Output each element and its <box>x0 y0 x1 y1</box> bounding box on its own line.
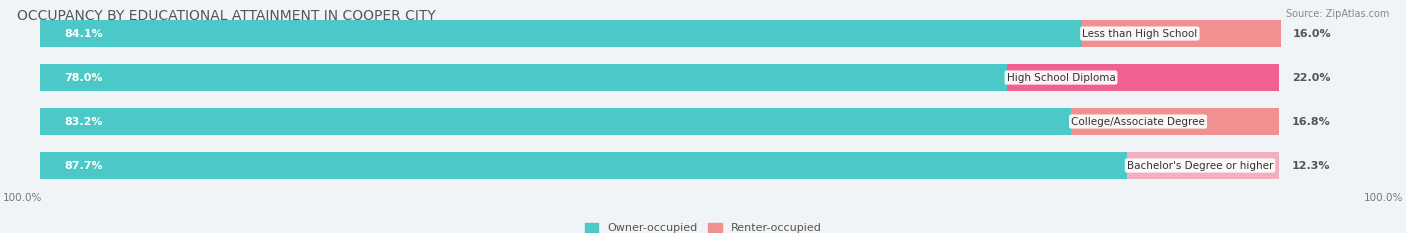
Text: 78.0%: 78.0% <box>65 72 103 82</box>
Bar <box>39 108 1279 135</box>
Text: 100.0%: 100.0% <box>1364 193 1403 203</box>
Bar <box>1083 20 1281 47</box>
Bar <box>39 64 1007 91</box>
Text: 22.0%: 22.0% <box>1292 72 1330 82</box>
Text: 100.0%: 100.0% <box>3 193 42 203</box>
Text: 12.3%: 12.3% <box>1292 161 1330 171</box>
Text: Less than High School: Less than High School <box>1083 29 1198 39</box>
Bar <box>39 152 1279 179</box>
Text: 16.8%: 16.8% <box>1292 116 1330 127</box>
Text: High School Diploma: High School Diploma <box>1007 72 1115 82</box>
Legend: Owner-occupied, Renter-occupied: Owner-occupied, Renter-occupied <box>585 223 821 233</box>
Text: OCCUPANCY BY EDUCATIONAL ATTAINMENT IN COOPER CITY: OCCUPANCY BY EDUCATIONAL ATTAINMENT IN C… <box>17 9 436 23</box>
Bar <box>39 152 1126 179</box>
Text: Bachelor's Degree or higher: Bachelor's Degree or higher <box>1126 161 1274 171</box>
Bar <box>1126 152 1279 179</box>
Text: 83.2%: 83.2% <box>65 116 103 127</box>
Bar <box>39 20 1279 47</box>
Text: 16.0%: 16.0% <box>1294 29 1331 39</box>
Text: College/Associate Degree: College/Associate Degree <box>1071 116 1205 127</box>
Bar <box>39 64 1279 91</box>
Text: Source: ZipAtlas.com: Source: ZipAtlas.com <box>1285 9 1389 19</box>
Bar <box>1071 108 1279 135</box>
Text: 87.7%: 87.7% <box>65 161 104 171</box>
Bar <box>1007 64 1279 91</box>
Bar <box>39 20 1083 47</box>
Text: 84.1%: 84.1% <box>65 29 104 39</box>
Bar <box>39 108 1071 135</box>
